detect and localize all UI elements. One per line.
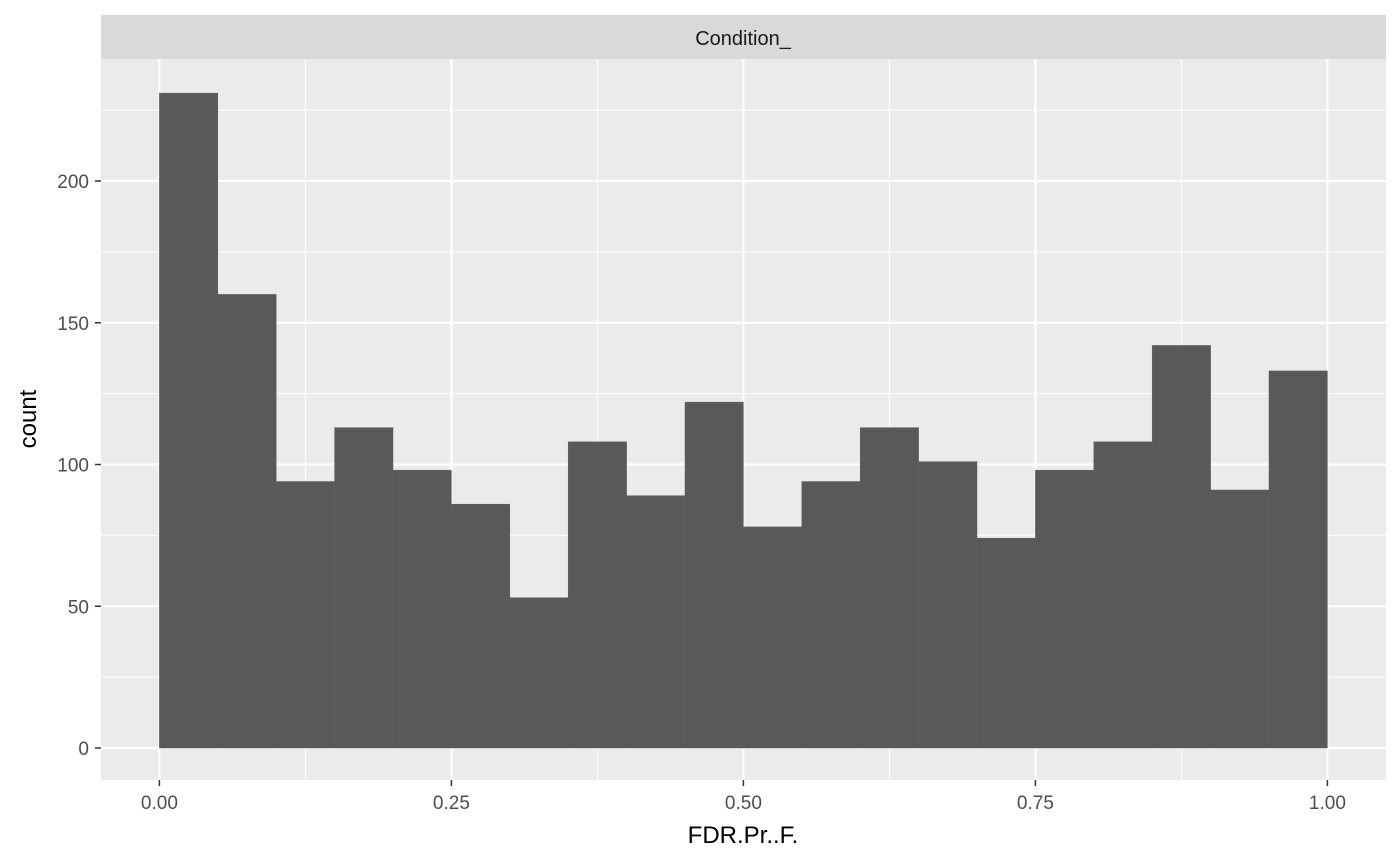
x-tick-label: 0.00	[141, 793, 178, 814]
x-tick-label: 0.25	[433, 793, 470, 814]
histogram-bar	[976, 537, 1036, 749]
y-axis: 0 50 100 150 200	[57, 172, 101, 760]
histogram-bar	[1035, 469, 1095, 749]
y-tick-label: 50	[68, 597, 89, 618]
histogram-bar	[918, 461, 978, 749]
histogram-bar	[451, 503, 511, 749]
x-tick-label: 0.75	[1017, 793, 1054, 814]
y-tick-label: 200	[57, 172, 89, 193]
histogram-bar	[1268, 370, 1328, 749]
y-tick-label: 150	[57, 314, 89, 335]
facet-strip-label: Condition_	[695, 28, 792, 50]
y-tick-label: 100	[57, 456, 89, 477]
x-axis: 0.00 0.25 0.50 0.75 1.00	[141, 780, 1346, 814]
x-axis-title: FDR.Pr..F.	[688, 822, 799, 849]
histogram-bar	[859, 427, 919, 749]
histogram-bar	[743, 526, 803, 749]
x-tick-label: 1.00	[1309, 793, 1346, 814]
histogram-bar	[684, 401, 744, 749]
histogram-bar	[567, 441, 627, 749]
histogram-bar	[275, 481, 335, 749]
y-tick-label: 0	[78, 739, 89, 760]
histogram-bar	[392, 469, 452, 749]
histogram-bar	[334, 427, 394, 749]
histogram-bar	[1151, 345, 1211, 749]
histogram-bar	[159, 92, 219, 749]
x-tick-label: 0.50	[725, 793, 762, 814]
strip-background	[101, 15, 1386, 59]
histogram-bar	[217, 294, 277, 749]
histogram-bar	[626, 495, 686, 749]
histogram-bar	[1093, 441, 1153, 749]
histogram-bars	[159, 92, 1328, 749]
histogram-bar	[1210, 489, 1270, 749]
histogram-bar	[509, 597, 569, 749]
histogram-bar	[801, 481, 861, 749]
y-axis-title: count	[15, 389, 42, 448]
